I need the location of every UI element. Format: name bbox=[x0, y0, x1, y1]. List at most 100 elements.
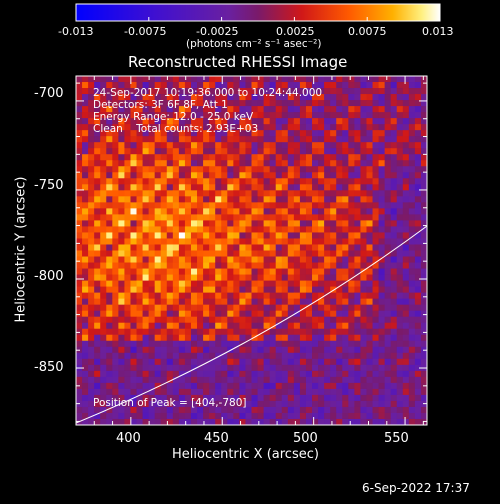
heatmap-pixel bbox=[299, 400, 307, 408]
heatmap-pixel bbox=[354, 316, 361, 324]
heatmap-pixel bbox=[396, 184, 404, 191]
heatmap-pixel bbox=[124, 364, 131, 372]
heatmap-pixel bbox=[420, 106, 427, 113]
heatmap-pixel bbox=[94, 328, 101, 336]
heatmap-pixel bbox=[342, 244, 349, 251]
heatmap-pixel bbox=[360, 136, 367, 143]
heatmap-pixel bbox=[414, 88, 422, 95]
heatmap-pixel bbox=[366, 394, 373, 402]
heatmap-pixel bbox=[197, 334, 204, 342]
heatmap-pixel bbox=[354, 328, 361, 336]
heatmap-pixel bbox=[82, 232, 89, 239]
heatmap-pixel bbox=[414, 286, 422, 294]
heatmap-pixel bbox=[148, 100, 156, 107]
heatmap-pixel bbox=[378, 172, 386, 179]
heatmap-pixel bbox=[221, 292, 228, 300]
heatmap-pixel bbox=[420, 172, 427, 179]
heatmap-pixel bbox=[227, 304, 234, 312]
heatmap-pixel bbox=[184, 250, 192, 257]
heatmap-pixel bbox=[330, 316, 337, 324]
heatmap-pixel bbox=[360, 364, 367, 372]
heatmap-pixel bbox=[245, 244, 252, 251]
heatmap-pixel bbox=[190, 226, 198, 233]
heatmap-pixel bbox=[221, 196, 228, 203]
heatmap-pixel bbox=[342, 328, 349, 336]
heatmap-pixel bbox=[88, 112, 95, 119]
heatmap-pixel bbox=[281, 142, 289, 149]
heatmap-pixel bbox=[88, 304, 95, 312]
heatmap-pixel bbox=[184, 118, 192, 125]
heatmap-pixel bbox=[408, 364, 416, 372]
heatmap-pixel bbox=[378, 142, 386, 149]
heatmap-pixel bbox=[360, 310, 367, 318]
heatmap-pixel bbox=[263, 376, 271, 384]
heatmap-pixel bbox=[420, 196, 427, 203]
heatmap-pixel bbox=[348, 268, 355, 275]
heatmap-pixel bbox=[184, 376, 192, 384]
heatmap-pixel bbox=[293, 160, 301, 167]
heatmap-pixel bbox=[281, 310, 289, 318]
heatmap-pixel bbox=[275, 412, 283, 420]
heatmap-pixel bbox=[414, 136, 422, 143]
heatmap-pixel bbox=[420, 274, 427, 281]
heatmap-pixel bbox=[312, 268, 319, 275]
heatmap-pixel bbox=[330, 88, 337, 95]
heatmap-pixel bbox=[172, 178, 180, 185]
heatmap-pixel bbox=[318, 88, 325, 95]
heatmap-pixel bbox=[94, 400, 101, 408]
heatmap-pixel bbox=[408, 220, 416, 227]
heatmap-pixel bbox=[414, 76, 422, 83]
heatmap-pixel bbox=[142, 226, 150, 233]
heatmap-pixel bbox=[245, 256, 252, 263]
heatmap-pixel bbox=[251, 328, 258, 336]
heatmap-pixel bbox=[263, 274, 271, 281]
heatmap-pixel bbox=[251, 310, 258, 318]
heatmap-pixel bbox=[142, 286, 150, 294]
heatmap-pixel bbox=[178, 130, 186, 137]
heatmap-pixel bbox=[166, 382, 174, 390]
heatmap-pixel bbox=[154, 220, 162, 227]
heatmap-pixel bbox=[112, 124, 119, 131]
heatmap-pixel bbox=[130, 112, 137, 119]
heatmap-pixel bbox=[281, 388, 289, 396]
heatmap-pixel bbox=[348, 376, 355, 384]
heatmap-pixel bbox=[172, 274, 180, 281]
heatmap-pixel bbox=[384, 388, 392, 396]
heatmap-pixel bbox=[203, 112, 210, 119]
heatmap-pixel bbox=[184, 238, 192, 245]
heatmap-pixel bbox=[100, 112, 107, 119]
heatmap-pixel bbox=[287, 76, 295, 83]
heatmap-pixel bbox=[221, 214, 228, 221]
heatmap-pixel bbox=[342, 292, 349, 300]
heatmap-pixel bbox=[245, 406, 252, 414]
heatmap-pixel bbox=[324, 250, 331, 257]
heatmap-pixel bbox=[336, 406, 343, 414]
heatmap-pixel bbox=[263, 76, 271, 83]
heatmap-pixel bbox=[160, 394, 168, 402]
heatmap-pixel bbox=[76, 256, 83, 263]
heatmap-pixel bbox=[154, 340, 162, 348]
heatmap-pixel bbox=[239, 304, 246, 312]
heatmap-pixel bbox=[190, 262, 198, 269]
heatmap-pixel bbox=[312, 220, 319, 227]
heatmap-pixel bbox=[366, 82, 373, 89]
heatmap-pixel bbox=[184, 190, 192, 197]
heatmap-pixel bbox=[269, 148, 277, 155]
heatmap-pixel bbox=[330, 76, 337, 83]
heatmap-pixel bbox=[100, 226, 107, 233]
heatmap-pixel bbox=[172, 400, 180, 408]
heatmap-pixel bbox=[172, 262, 180, 269]
heatmap-pixel bbox=[420, 250, 427, 257]
heatmap-pixel bbox=[233, 370, 240, 378]
heatmap-pixel bbox=[396, 358, 404, 366]
heatmap-pixel bbox=[190, 346, 198, 354]
heatmap-pixel bbox=[342, 82, 349, 89]
heatmap-pixel bbox=[275, 136, 283, 143]
heatmap-pixel bbox=[166, 106, 174, 113]
heatmap-pixel bbox=[172, 412, 180, 420]
heatmap-pixel bbox=[190, 406, 198, 414]
heatmap-pixel bbox=[227, 388, 234, 396]
heatmap-pixel bbox=[178, 166, 186, 173]
heatmap-pixel bbox=[269, 358, 277, 366]
heatmap-pixel bbox=[251, 226, 258, 233]
